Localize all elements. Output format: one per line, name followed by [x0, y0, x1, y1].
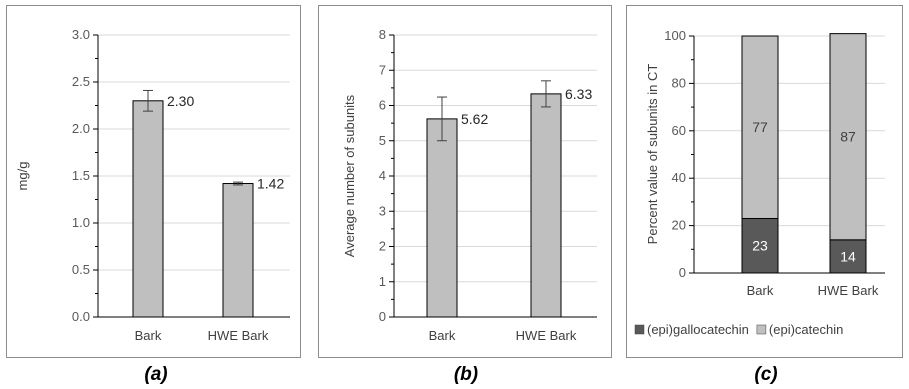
x-tick-label: Bark [135, 328, 162, 343]
caption-b: (b) [453, 364, 479, 385]
y-tick-label: 40 [672, 170, 686, 185]
bar-segment [741, 35, 779, 219]
y-tick-label: 3 [379, 203, 386, 218]
y-tick-label: 1.0 [72, 215, 90, 230]
legend-label: (epi)catechin [769, 322, 843, 337]
data-label: 77 [752, 119, 768, 135]
bar [222, 183, 254, 318]
bar [530, 93, 562, 318]
y-tick-label: 60 [672, 123, 686, 138]
y-axis-title: Average number of subunits [342, 94, 357, 257]
chart-panel-a: 0.0 0.5 1.0 1.5 2.0 2.5 3.0 2.30 1.42 Bark HWE Bar… [6, 5, 301, 358]
data-label: 2.30 [167, 93, 194, 109]
legend-swatch [634, 324, 645, 335]
legend-label: (epi)gallocatechin [647, 322, 749, 337]
y-tick-label: 20 [672, 218, 686, 233]
y-tick-label: 1.5 [72, 168, 90, 183]
y-tick-label: 0 [379, 309, 386, 324]
legend-swatch [756, 324, 767, 335]
x-tick-label: HWE Bark [516, 328, 577, 343]
bar-segment [829, 33, 867, 241]
y-tick-label: 4 [379, 168, 386, 183]
chart-a: 0.0 0.5 1.0 1.5 2.0 2.5 3.0 2.30 1.42 Bark HWE Bar… [15, 27, 290, 343]
y-tick-label: 2 [379, 239, 386, 254]
data-label: 5.62 [461, 111, 488, 127]
y-tick-label: 7 [379, 62, 386, 77]
y-tick-label: 2.0 [72, 121, 90, 136]
x-tick-label: Bark [747, 283, 774, 298]
y-tick-label: 0.0 [72, 309, 90, 324]
x-tick-label: HWE Bark [208, 328, 269, 343]
y-tick-label: 6 [379, 98, 386, 113]
chart-b: 0 1 2 3 4 5 6 7 8 5.62 6.33 Bark HWE Bark Average num… [342, 27, 597, 343]
x-tick-label: HWE Bark [818, 283, 879, 298]
data-label: 87 [840, 129, 856, 145]
chart-panel-b: 0 1 2 3 4 5 6 7 8 5.62 6.33 Bark HWE Bark Average num… [318, 5, 612, 358]
y-tick-label: 80 [672, 75, 686, 90]
bar-segment [741, 217, 779, 274]
y-tick-label: 100 [664, 28, 686, 43]
data-label: 14 [840, 248, 856, 264]
y-tick-label: 8 [379, 27, 386, 42]
caption-a: (a) [144, 364, 168, 385]
caption-c: (c) [754, 364, 778, 385]
y-tick-label: 0 [679, 265, 686, 280]
data-label: 1.42 [257, 176, 284, 192]
y-tick-label: 2.5 [72, 74, 90, 89]
chart-panel-c: 0 20 40 60 80 100 23 77 14 87 Bark HWE Bark Percent … [626, 5, 903, 358]
y-axis-title: mg/g [15, 162, 30, 191]
data-label: 6.33 [565, 86, 592, 102]
chart-c: 0 20 40 60 80 100 23 77 14 87 Bark HWE Bark Percent … [634, 28, 885, 337]
y-tick-label: 3.0 [72, 27, 90, 42]
y-tick-label: 1 [379, 274, 386, 289]
y-tick-label: 5 [379, 133, 386, 148]
bar [426, 118, 458, 318]
y-axis-title: Percent value of subunits in CT [645, 64, 660, 245]
x-tick-label: Bark [429, 328, 456, 343]
data-label: 23 [752, 238, 768, 254]
bar [132, 100, 164, 318]
y-tick-label: 0.5 [72, 262, 90, 277]
